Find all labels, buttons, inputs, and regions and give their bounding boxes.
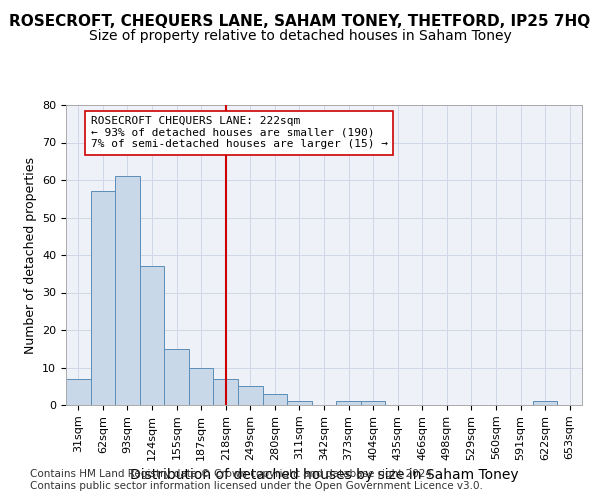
Bar <box>336 401 361 405</box>
Bar <box>189 368 214 405</box>
Text: Contains public sector information licensed under the Open Government Licence v3: Contains public sector information licen… <box>30 481 483 491</box>
Bar <box>140 266 164 405</box>
Bar <box>238 386 263 405</box>
Text: Size of property relative to detached houses in Saham Toney: Size of property relative to detached ho… <box>89 29 511 43</box>
Text: ROSECROFT, CHEQUERS LANE, SAHAM TONEY, THETFORD, IP25 7HQ: ROSECROFT, CHEQUERS LANE, SAHAM TONEY, T… <box>10 14 590 29</box>
Bar <box>115 176 140 405</box>
Text: Contains HM Land Registry data © Crown copyright and database right 2024.: Contains HM Land Registry data © Crown c… <box>30 469 436 479</box>
Bar <box>533 401 557 405</box>
Bar <box>287 401 312 405</box>
Bar <box>263 394 287 405</box>
Text: ROSECROFT CHEQUERS LANE: 222sqm
← 93% of detached houses are smaller (190)
7% of: ROSECROFT CHEQUERS LANE: 222sqm ← 93% of… <box>91 116 388 150</box>
Bar <box>214 379 238 405</box>
Y-axis label: Number of detached properties: Number of detached properties <box>23 156 37 354</box>
Bar <box>361 401 385 405</box>
Bar <box>164 349 189 405</box>
Bar <box>91 191 115 405</box>
X-axis label: Distribution of detached houses by size in Saham Toney: Distribution of detached houses by size … <box>130 468 518 482</box>
Bar <box>66 379 91 405</box>
